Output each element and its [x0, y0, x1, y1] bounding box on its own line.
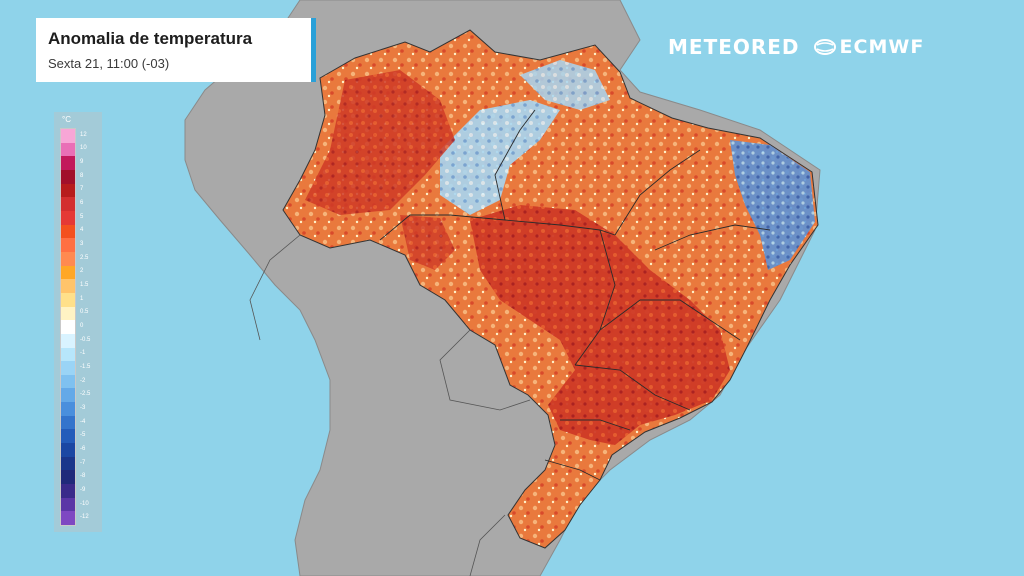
legend-tick-label: -2.5 [80, 391, 91, 398]
meteored-logo: METEORED [668, 35, 800, 59]
color-scale-legend: °C 12 10 9 8 7 6 5 4 3 2.5 2 1.5 1 0.5 0 -0.5 -1 -1.5 -2 -2… [54, 112, 102, 532]
legend-swatch [61, 142, 75, 157]
legend-unit: °C [62, 115, 71, 124]
legend-swatch [61, 333, 75, 348]
legend-tick-label: -9 [80, 486, 86, 493]
legend-swatch [61, 511, 75, 526]
legend-tick-label: 2 [80, 268, 84, 275]
legend-swatch [61, 456, 75, 471]
hot-anomaly-center [470, 205, 730, 445]
legend-tick-label: -10 [80, 500, 89, 507]
legend-swatch [61, 129, 75, 143]
legend-tick-label: 5 [80, 213, 84, 220]
legend-swatch [61, 306, 75, 321]
legend-swatch [61, 183, 75, 198]
legend-swatch [61, 197, 75, 211]
legend-ticks: 12 10 9 8 7 6 5 4 3 2.5 2 1.5 1 0.5 0 -0.5 -1 -1.5 -2 -2.5 -… [76, 128, 96, 524]
legend-tick-label: 4 [80, 227, 84, 234]
map-subtitle: Sexta 21, 11:00 (-03) [48, 56, 170, 71]
legend-swatch [61, 210, 75, 225]
legend-swatch [61, 292, 75, 307]
map-title: Anomalia de temperatura [48, 29, 253, 48]
legend-tick-label: -5 [80, 432, 86, 439]
legend-swatch [61, 224, 75, 239]
hot-anomaly-west [305, 70, 455, 215]
cool-anomaly-amapa [520, 60, 610, 110]
legend-tick-label: 0 [80, 323, 84, 330]
legend-swatch [61, 279, 75, 293]
legend-swatch [61, 484, 75, 498]
legend-tick-label: 0.5 [80, 309, 89, 316]
legend-swatch [61, 361, 75, 375]
legend-swatch [61, 470, 75, 485]
legend-swatch [61, 238, 75, 252]
legend-tick-label: -0.5 [80, 336, 91, 343]
legend-tick-label: 12 [80, 131, 87, 138]
legend-tick-label: 7 [80, 186, 84, 193]
legend-tick-label: 8 [80, 172, 84, 179]
legend-tick-label: 3 [80, 241, 84, 248]
legend-tick-label: 10 [80, 145, 87, 152]
cold-anomaly-northeast [730, 140, 815, 270]
ecmwf-logo: ECMWF [813, 36, 925, 58]
legend-swatch [61, 388, 75, 403]
legend-swatch [61, 265, 75, 280]
ecmwf-text: ECMWF [839, 36, 925, 58]
legend-tick-label: 1 [80, 295, 84, 302]
legend-tick-label: -7 [80, 459, 86, 466]
legend-tick-label: -3 [80, 404, 86, 411]
legend-swatch [61, 443, 75, 457]
hot-anomaly-acre [400, 215, 455, 270]
cool-anomaly-north [440, 100, 560, 215]
legend-tick-label: -4 [80, 418, 86, 425]
map-title-box: Anomalia de temperatura Sexta 21, 11:00 … [36, 18, 316, 82]
legend-swatch [61, 251, 75, 266]
brand-logos: METEORED ECMWF [668, 34, 924, 60]
legend-swatch [61, 497, 75, 512]
legend-tick-label: 1.5 [80, 282, 89, 289]
legend-tick-label: -2 [80, 377, 86, 384]
legend-tick-label: 9 [80, 159, 84, 166]
legend-color-bar [60, 128, 76, 526]
legend-tick-label: -6 [80, 445, 86, 452]
legend-swatch [61, 347, 75, 362]
legend-tick-label: 6 [80, 200, 84, 207]
legend-swatch [61, 169, 75, 184]
legend-swatch [61, 402, 75, 416]
legend-tick-label: -12 [80, 514, 89, 521]
legend-tick-label: -1.5 [80, 363, 91, 370]
legend-swatch [61, 374, 75, 389]
legend-swatch [61, 429, 75, 444]
legend-tick-label: -1 [80, 350, 86, 357]
legend-tick-label: 2.5 [80, 254, 89, 261]
legend-swatch [61, 156, 75, 170]
legend-swatch [61, 415, 75, 430]
state-borders [379, 109, 771, 481]
country-borders [249, 234, 531, 576]
ecmwf-icon [813, 39, 836, 55]
legend-tick-label: -8 [80, 473, 86, 480]
legend-swatch [61, 320, 75, 334]
